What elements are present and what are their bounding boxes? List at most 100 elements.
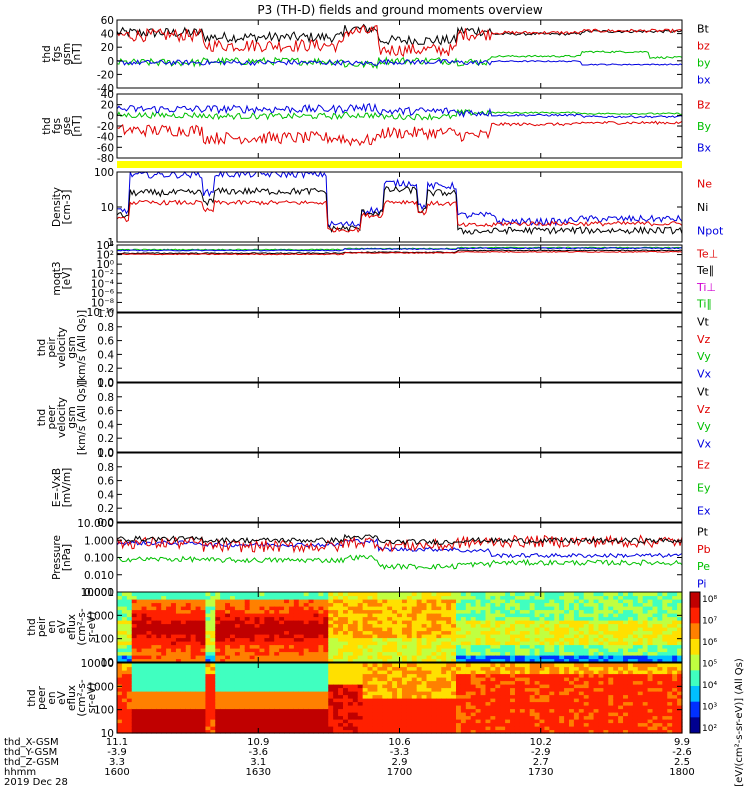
spectrogram-cell [490, 698, 496, 703]
spectrogram-cell [131, 613, 138, 618]
spectrogram-cell [431, 726, 437, 731]
spectrogram-cell [569, 602, 575, 607]
spectrogram-cell [171, 677, 177, 682]
spectrogram-cell [333, 722, 339, 727]
spectrogram-cell [583, 599, 590, 604]
y-tick-label: 0.010 [84, 570, 114, 582]
spectrogram-cell [146, 634, 152, 639]
spectrogram-cell [662, 691, 668, 696]
spectrogram-cell [313, 663, 320, 668]
spectrogram-cell [618, 719, 624, 724]
spectrogram-cell [534, 634, 541, 639]
spectrogram-cell [446, 698, 452, 703]
spectrogram-cell [446, 719, 452, 724]
spectrogram-cell [284, 623, 290, 628]
spectrogram-cell [318, 651, 324, 656]
spectrogram-cell [411, 595, 418, 600]
spectrogram-cell [239, 620, 246, 625]
spectrogram-cell [485, 630, 491, 635]
spectrogram-cell [254, 684, 261, 689]
spectrogram-cell [618, 616, 624, 621]
spectrogram-cell [544, 677, 550, 682]
spectrogram-cell [441, 705, 447, 710]
spectrogram-cell [131, 684, 138, 689]
spectrogram-cell [460, 670, 467, 675]
spectrogram-cell [564, 641, 570, 646]
spectrogram-cell [244, 651, 251, 656]
spectrogram-cell [382, 599, 388, 604]
spectrogram-cell [180, 715, 187, 720]
spectrogram-cell [357, 708, 364, 713]
spectrogram-cell [220, 691, 226, 696]
spectrogram-cell [362, 670, 369, 675]
spectrogram-cell [308, 648, 315, 653]
y-axis-label-line: [nT] [71, 115, 83, 136]
spectrogram-cell [559, 616, 565, 621]
spectrogram-cell [347, 592, 354, 597]
spectrogram-cell [171, 623, 177, 628]
spectrogram-cell [583, 655, 590, 660]
spectrogram-cell [323, 701, 329, 706]
spectrogram-cell [121, 620, 128, 625]
spectrogram-cell [117, 705, 123, 710]
spectrogram-cell [244, 648, 251, 653]
spectrogram-cell [259, 701, 265, 706]
spectrogram-cell [564, 592, 570, 597]
spectrogram-cell [672, 648, 678, 653]
spectrogram-cell [578, 666, 585, 671]
spectrogram-cell [166, 673, 172, 678]
spectrogram-cell [490, 712, 496, 717]
spectrogram-cell [239, 670, 246, 675]
spectrogram-cell [446, 644, 452, 649]
spectrogram-cell [588, 673, 595, 678]
spectrogram-cell [387, 630, 393, 635]
spectrogram-cell [126, 698, 133, 703]
spectrogram-cell [460, 592, 467, 597]
spectrogram-cell [156, 655, 162, 660]
spectrogram-cell [205, 673, 211, 678]
spectrogram-cell [190, 680, 197, 685]
legend-entry-Ex: Ex [697, 505, 711, 518]
spectrogram-cell [166, 694, 172, 699]
spectrogram-cell [623, 613, 629, 618]
spectrogram-cell [117, 599, 123, 604]
spectrogram-cell [613, 729, 619, 734]
spectrogram-cell [627, 719, 634, 724]
spectrogram-cell [239, 644, 246, 649]
spectrogram-cell [632, 630, 639, 635]
spectrogram-cell [564, 623, 570, 628]
spectrogram-cell [185, 705, 192, 710]
spectrogram-cell [573, 616, 580, 621]
legend-entry-Vz: Vz [697, 403, 711, 416]
spectrogram-cell [583, 641, 590, 646]
spectrogram-cell [180, 680, 187, 685]
spectrogram-cell [401, 726, 408, 731]
spectrogram-cell [618, 663, 624, 668]
spectrogram-cell [151, 602, 157, 607]
spectrogram-cell [510, 712, 516, 717]
spectrogram-cell [200, 613, 207, 618]
y-tick-label: 0.001 [84, 587, 114, 599]
spectrogram-cell [490, 663, 496, 668]
spectrogram-cell [288, 705, 295, 710]
spectrogram-cell [121, 701, 128, 706]
spectrogram-cell [460, 708, 467, 713]
spectrogram-cell [161, 663, 167, 668]
spectrogram-cell [313, 655, 320, 660]
spectrogram-cell [647, 729, 654, 734]
spectrogram-cell [244, 694, 251, 699]
y-tick-label: 0.6 [97, 336, 114, 348]
spectrogram-cell [210, 637, 216, 642]
spectrogram-cell [136, 715, 143, 720]
spectrogram-cell [156, 602, 162, 607]
spectrogram-cell [421, 651, 428, 656]
spectrogram-cell [180, 726, 187, 731]
spectrogram-cell [642, 637, 649, 642]
spectrogram-cell [166, 613, 172, 618]
spectrogram-cell [588, 726, 595, 731]
spectrogram-cell [573, 620, 580, 625]
spectrogram-cell [195, 666, 202, 671]
spectrogram-cell [593, 651, 600, 656]
spectrogram-cell [475, 613, 482, 618]
spectrogram-cell [161, 708, 167, 713]
